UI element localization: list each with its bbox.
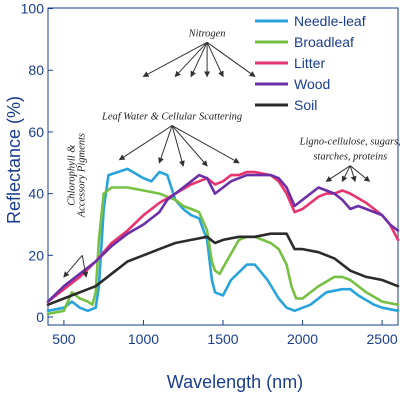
annotation-arrow (349, 165, 357, 183)
y-tick-label: 60 (28, 124, 44, 140)
annotation-label: Nitrogen (188, 28, 226, 39)
annotation-arrow (142, 41, 208, 77)
annotation-label: Chlorophyll & (66, 144, 77, 206)
x-tick-label: 2000 (287, 331, 318, 347)
y-tick-label: 80 (28, 62, 44, 78)
annotation-label: starches, proteins (313, 152, 387, 163)
annotation-label: Leaf Water & Cellular Scattering (101, 112, 242, 123)
annotation-arrow (171, 125, 185, 167)
legend-label: Wood (294, 76, 330, 92)
annotation-arrow (171, 125, 208, 167)
legend-label: Needle-leaf (294, 13, 366, 29)
legend-label: Litter (294, 55, 325, 71)
x-tick-label: 500 (52, 331, 76, 347)
annotation-arrow (349, 165, 371, 182)
annotation-arrow (174, 41, 208, 78)
x-axis-label: Wavelength (nm) (167, 372, 303, 392)
annotation-arrow (341, 165, 351, 183)
series-line-soil (46, 232, 400, 306)
y-tick-label: 40 (28, 186, 44, 202)
legend-label: Broadleaf (294, 34, 354, 50)
legend: Needle-leaf Broadleaf Litter Wood Soil (255, 13, 366, 113)
annotation-arrow (63, 254, 83, 278)
y-axis-label: Reflectance (%) (4, 96, 24, 224)
annotation-label: Ligno-cellulose, sugars, (299, 136, 400, 147)
x-tick-label: 2500 (367, 331, 398, 347)
y-tick-label: 0 (36, 309, 44, 325)
annotation-arrow (190, 42, 208, 78)
annotation-arrow (158, 125, 173, 164)
annotation-arrow (81, 255, 89, 278)
annotation-arrow (118, 125, 173, 161)
annotation-label: Accessory Pigments (77, 133, 88, 218)
series-line-litter (46, 170, 400, 303)
x-tick-label: 1000 (128, 331, 159, 347)
annotation-arrow (206, 41, 256, 77)
annotation-arrow (206, 42, 224, 78)
series-line-wood (46, 173, 400, 303)
annotation-arrow (171, 125, 240, 164)
y-tick-label: 20 (28, 247, 44, 263)
series-line-broadleaf (46, 186, 400, 316)
x-tick-label: 1500 (207, 331, 238, 347)
legend-label: Soil (294, 97, 317, 113)
y-tick-label: 100 (21, 1, 45, 17)
series-line-needle-leaf (46, 167, 400, 313)
annotation-arrow (325, 165, 351, 182)
